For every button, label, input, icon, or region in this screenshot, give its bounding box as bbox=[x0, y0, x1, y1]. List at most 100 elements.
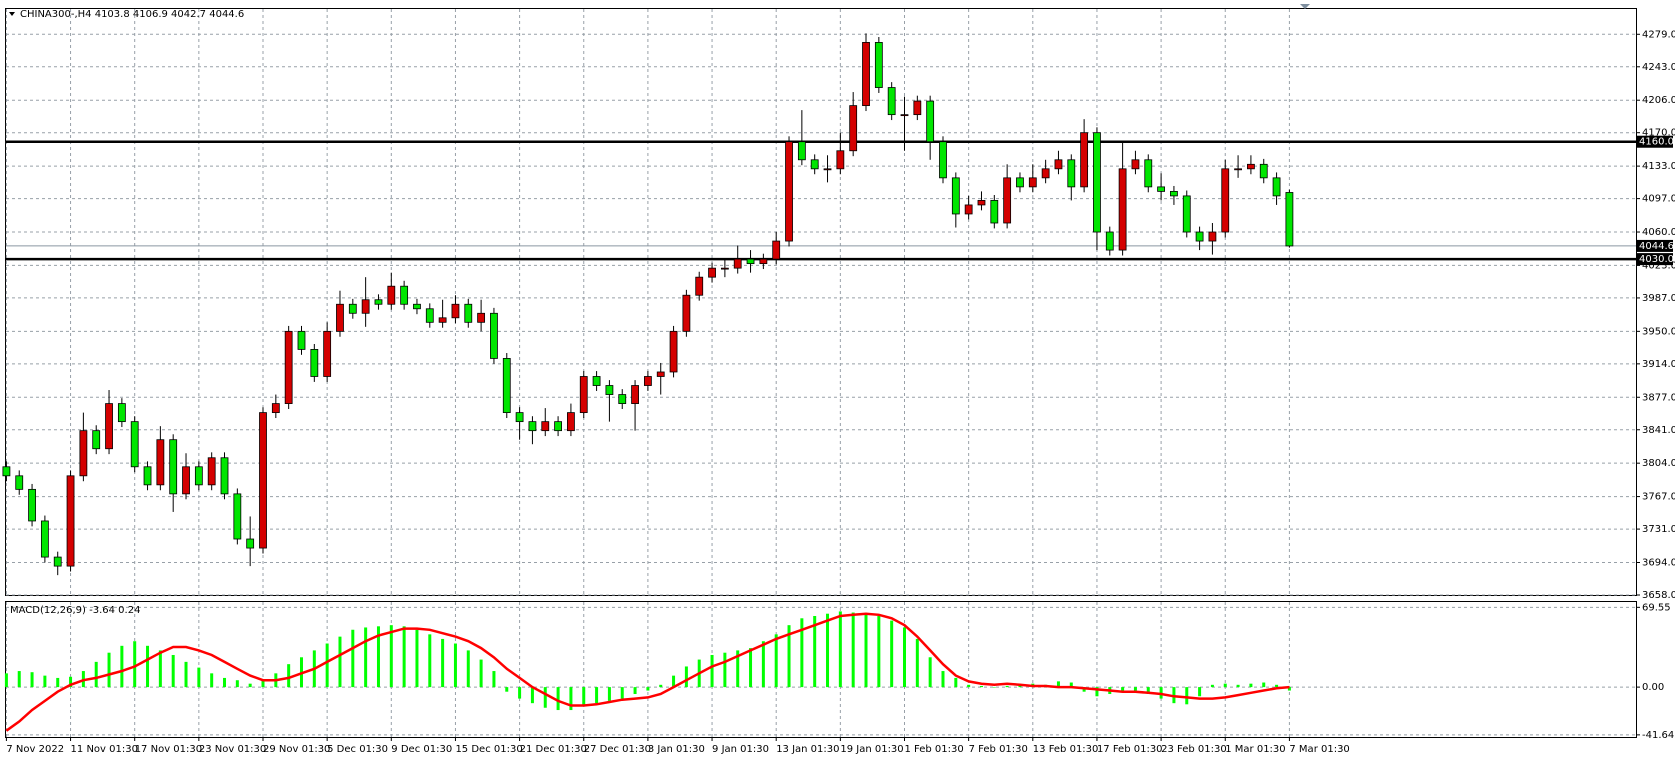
macd-bar bbox=[903, 627, 906, 688]
candle-body bbox=[425, 308, 434, 323]
macd-bar bbox=[1056, 681, 1060, 688]
x-tick-label: 17 Nov 01:30 bbox=[135, 744, 202, 755]
y-tick-label: 3914.0 bbox=[1642, 359, 1675, 370]
x-tick-label: 3 Jan 01:30 bbox=[648, 744, 705, 755]
candle-body bbox=[105, 403, 113, 450]
macd-bar bbox=[607, 687, 611, 701]
candle-body bbox=[913, 100, 922, 116]
candle-body bbox=[92, 430, 101, 450]
candle-body bbox=[926, 100, 935, 143]
y-tick-label: 4097.0 bbox=[1642, 194, 1675, 205]
macd-bar bbox=[453, 643, 457, 688]
candle-body bbox=[259, 412, 267, 549]
macd-bar bbox=[325, 643, 329, 688]
macd-bar bbox=[210, 673, 214, 688]
macd-bar bbox=[466, 650, 470, 688]
macd-bar bbox=[184, 661, 188, 688]
x-tick-label: 21 Dec 01:30 bbox=[520, 744, 587, 755]
macd-bar bbox=[223, 677, 227, 688]
candle-body bbox=[515, 412, 524, 423]
candle-body bbox=[53, 556, 62, 567]
candle-body bbox=[1259, 163, 1268, 179]
candle-body bbox=[605, 385, 614, 395]
signal-line bbox=[5, 612, 1290, 732]
y-tick-label: -41.64 bbox=[1642, 730, 1674, 741]
macd-bar bbox=[1005, 685, 1009, 688]
candle-body bbox=[117, 403, 126, 423]
macd-bar bbox=[107, 652, 111, 688]
x-tick-label: 1 Feb 01:30 bbox=[905, 744, 964, 755]
menu-arrow[interactable] bbox=[9, 12, 15, 16]
macd-bar bbox=[710, 654, 714, 688]
macd-bar bbox=[838, 611, 842, 688]
macd-bar bbox=[235, 680, 239, 688]
candle-body bbox=[233, 493, 242, 540]
candle-body bbox=[1182, 195, 1191, 233]
macd-bar bbox=[761, 641, 765, 688]
candle-body bbox=[990, 200, 999, 224]
y-tick-label: 3804.0 bbox=[1642, 458, 1675, 469]
macd-bar bbox=[1223, 683, 1227, 688]
macd-bar bbox=[1185, 687, 1189, 705]
macd-bar bbox=[505, 687, 509, 692]
candle-body bbox=[194, 466, 203, 486]
x-tick-label: 7 Mar 01:30 bbox=[1289, 744, 1349, 755]
candle-body bbox=[1221, 168, 1230, 233]
x-tick-label: 19 Jan 01:30 bbox=[840, 744, 903, 755]
candle-body bbox=[182, 466, 190, 495]
macd-bar bbox=[1262, 682, 1266, 688]
macd-bar bbox=[556, 687, 560, 711]
macd-bar bbox=[569, 687, 573, 711]
candle-body bbox=[836, 150, 845, 170]
macd-bar bbox=[4, 673, 8, 688]
macd-bar bbox=[1249, 683, 1253, 688]
candle-body bbox=[669, 330, 678, 373]
candle-body bbox=[874, 42, 883, 88]
macd-bar bbox=[492, 671, 496, 688]
macd-bar bbox=[890, 620, 894, 688]
macd-bar bbox=[979, 685, 983, 688]
macd-bar bbox=[338, 636, 342, 688]
x-tick-label: 17 Feb 01:30 bbox=[1097, 744, 1163, 755]
candle-body bbox=[951, 177, 960, 215]
macd-bar bbox=[787, 625, 791, 688]
candle-body bbox=[1195, 231, 1204, 242]
macd-bar bbox=[56, 677, 60, 688]
candle-body bbox=[695, 276, 704, 296]
macd-bar bbox=[402, 626, 406, 688]
macd-bar bbox=[800, 618, 804, 688]
chart-title: CHINA300-,H4 4103.8 4106.9 4042.7 4044.6 bbox=[20, 9, 244, 20]
candle-body bbox=[207, 457, 216, 486]
price-tag-label: 4030.0 bbox=[1639, 254, 1674, 265]
y-tick-label: 69.55 bbox=[1642, 602, 1671, 613]
macd-bar bbox=[530, 687, 534, 704]
macd-title: MACD(12,26,9) -3.64 0.24 bbox=[10, 605, 140, 616]
candle-body bbox=[1247, 163, 1255, 170]
candle-body bbox=[271, 403, 280, 414]
candle-body bbox=[644, 376, 652, 386]
macd-bar bbox=[595, 687, 599, 704]
candle-body bbox=[823, 168, 832, 171]
macd-bar bbox=[672, 675, 676, 688]
macd-bar bbox=[261, 680, 265, 688]
macd-bar bbox=[158, 650, 162, 688]
candle-body bbox=[156, 439, 165, 486]
candle-body bbox=[438, 317, 447, 323]
candle-body bbox=[310, 349, 319, 377]
macd-bar bbox=[389, 625, 393, 688]
candle-body bbox=[939, 141, 947, 179]
x-tick-label: 7 Feb 01:30 bbox=[969, 744, 1028, 755]
candle-body bbox=[900, 114, 909, 117]
candle-body bbox=[708, 267, 716, 278]
x-tick-label: 7 Nov 2022 bbox=[6, 744, 64, 755]
macd-bar bbox=[736, 650, 740, 688]
y-tick-label: 3877.0 bbox=[1642, 392, 1675, 403]
y-tick-label: 4023.0 bbox=[1642, 260, 1675, 271]
x-tick-label: 13 Jan 01:30 bbox=[776, 744, 839, 755]
x-tick-label: 11 Nov 01:30 bbox=[71, 744, 138, 755]
y-tick-label: 3731.0 bbox=[1642, 524, 1675, 535]
macd-bar bbox=[915, 638, 919, 688]
candle-body bbox=[1208, 231, 1217, 242]
